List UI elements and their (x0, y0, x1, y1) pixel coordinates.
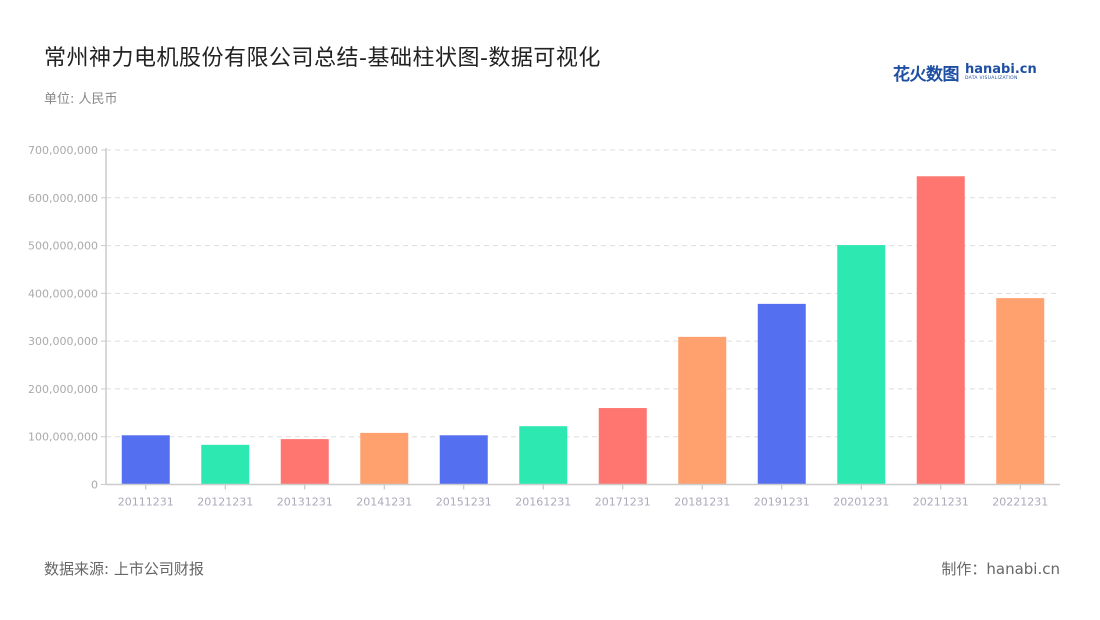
x-axis: 20111231 20121231 20131231 20141231 20151231… (106, 483, 1060, 509)
x-tick-label: 20151231 (436, 496, 492, 509)
y-tick-label: 300,000,000 (28, 335, 98, 348)
logo-cn-text: 花火数图 (893, 65, 960, 85)
y-tick-label: 500,000,000 (28, 240, 98, 253)
x-tick-label: 20181231 (674, 496, 730, 509)
x-tick-label: 20121231 (197, 496, 253, 509)
y-tick-label: 0 (91, 479, 98, 492)
x-tick-label: 20111231 (118, 496, 174, 509)
x-tick-label: 20201231 (833, 496, 889, 509)
x-tick-label: 20161231 (515, 496, 571, 509)
logo-en-text: hanabi.cn (965, 62, 1037, 78)
y-tick-label: 200,000,000 (28, 383, 98, 396)
y-tick-label: 100,000,000 (28, 431, 98, 444)
y-tick-label: 700,000,000 (28, 144, 98, 157)
bar-20191231[interactable] (757, 303, 806, 485)
x-tick-label: 20191231 (754, 496, 810, 509)
x-tick-label: 20171231 (595, 496, 651, 509)
bar-20141231[interactable] (360, 432, 409, 485)
chart-title: 常州神力电机股份有限公司总结-基础柱状图-数据可视化 (44, 46, 601, 71)
y-tick-label: 400,000,000 (28, 287, 98, 300)
y-tick-label: 600,000,000 (28, 192, 98, 205)
bar-20201231[interactable] (837, 245, 886, 485)
bar-20131231[interactable] (280, 439, 329, 485)
credit-link[interactable]: 制作：hanabi.cn (941, 560, 1060, 578)
grid-lines (106, 149, 1060, 438)
bar-20211231[interactable] (916, 176, 965, 485)
bar-20111231[interactable] (121, 435, 170, 485)
x-tick-label: 20131231 (277, 496, 333, 509)
bars (121, 176, 1045, 485)
bar-20151231[interactable] (439, 435, 488, 485)
x-tick-label: 20221231 (992, 496, 1048, 509)
data-source: 数据来源: 上市公司财报 (44, 560, 204, 578)
bar-20221231[interactable] (996, 298, 1045, 485)
unit-label: 单位: 人民币 (44, 92, 118, 107)
y-axis: 0 100,000,000 200,000,000 300,000,000 400,00… (28, 144, 107, 492)
hanabi-logo[interactable]: 花火数图 hanabi.cn DATA VISUALIZATION (893, 60, 1037, 85)
logo-sub-text: DATA VISUALIZATION (965, 76, 1018, 82)
x-tick-label: 20141231 (356, 496, 412, 509)
bar-20171231[interactable] (598, 408, 647, 485)
x-tick-label: 20211231 (913, 496, 969, 509)
bar-20181231[interactable] (678, 336, 727, 485)
bar-20121231[interactable] (201, 444, 250, 485)
bar-20161231[interactable] (519, 426, 568, 485)
